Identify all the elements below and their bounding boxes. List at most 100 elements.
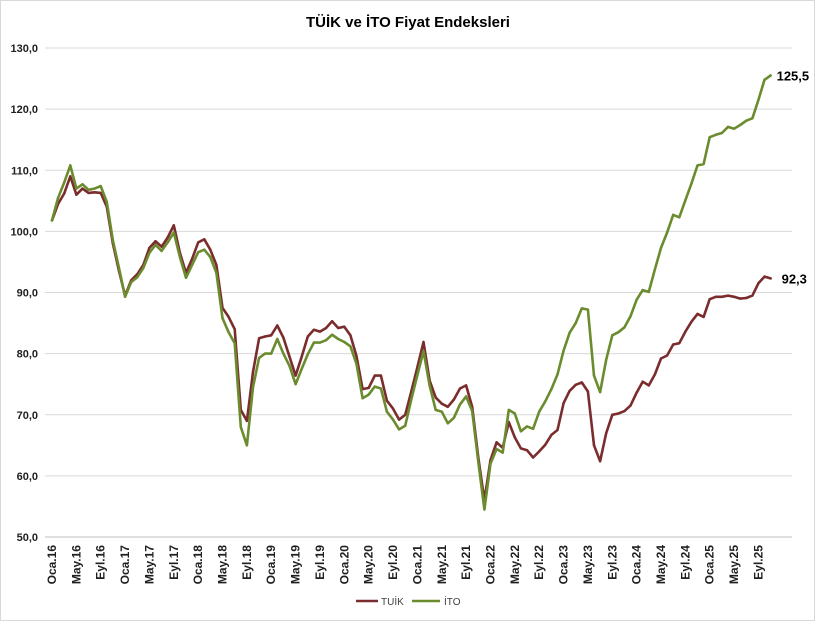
data-point-ito xyxy=(525,425,529,428)
data-point-ito xyxy=(367,393,370,396)
data-point-tuik xyxy=(227,315,230,319)
data-point-tuik xyxy=(172,224,175,227)
data-point-ito xyxy=(464,395,468,398)
data-point-tuik xyxy=(586,390,590,393)
data-point-ito xyxy=(87,188,90,191)
data-point-ito xyxy=(93,187,96,190)
x-tick-label: May.19 xyxy=(289,545,303,584)
data-point-ito xyxy=(659,246,663,250)
end-labels: 92,3 125,5 xyxy=(777,69,810,287)
x-tick-label: Eyl.25 xyxy=(751,545,765,580)
data-point-tuik xyxy=(495,441,498,444)
data-point-ito xyxy=(544,400,547,403)
data-point-tuik xyxy=(690,320,693,323)
data-point-tuik xyxy=(404,413,407,416)
data-point-tuik xyxy=(81,187,84,190)
data-point-ito xyxy=(531,427,535,430)
data-point-ito xyxy=(69,164,72,167)
data-point-ito xyxy=(458,403,462,406)
data-point-ito xyxy=(507,408,510,412)
data-point-ito xyxy=(550,387,553,391)
x-tick-label: Eyl.17 xyxy=(167,545,181,580)
data-point-ito xyxy=(154,243,157,246)
data-point-tuik xyxy=(544,443,547,446)
data-point-ito xyxy=(343,340,346,344)
data-point-tuik xyxy=(148,246,151,250)
x-tick-label: Oca.24 xyxy=(630,545,644,585)
data-point-ito xyxy=(178,255,182,259)
data-point-tuik xyxy=(714,295,717,298)
end-label-tuik: 92,3 xyxy=(782,271,807,286)
data-point-tuik xyxy=(318,330,322,333)
data-point-ito xyxy=(708,136,711,139)
x-tick-label: May.20 xyxy=(362,545,376,584)
x-tick-label: Eyl.22 xyxy=(532,545,546,580)
data-point-ito xyxy=(361,397,364,400)
data-point-tuik xyxy=(672,343,675,346)
data-point-tuik xyxy=(659,357,663,360)
data-point-tuik xyxy=(306,335,309,338)
data-point-ito xyxy=(337,337,340,341)
data-point-tuik xyxy=(93,191,96,194)
data-point-ito xyxy=(197,251,200,254)
data-point-ito xyxy=(720,131,724,135)
data-point-tuik xyxy=(519,447,523,450)
data-point-ito xyxy=(306,353,309,356)
data-point-ito xyxy=(592,374,596,377)
data-point-ito xyxy=(276,337,279,341)
data-point-ito xyxy=(586,308,590,311)
y-tick-label: 110,0 xyxy=(11,165,38,177)
legend-label-ito: İTO xyxy=(444,595,461,608)
y-tick-label: 80,0 xyxy=(17,349,38,361)
data-point-tuik xyxy=(190,257,194,261)
data-points-ito xyxy=(50,74,772,511)
data-point-tuik xyxy=(665,354,669,357)
data-point-tuik xyxy=(300,355,303,358)
data-point-tuik xyxy=(592,444,596,447)
x-tick-label: May.17 xyxy=(142,545,156,584)
data-point-tuik xyxy=(623,409,626,413)
data-point-tuik xyxy=(684,330,687,333)
data-point-ito xyxy=(641,288,644,292)
data-point-ito xyxy=(251,386,255,389)
data-point-tuik xyxy=(276,324,279,327)
x-tick-label: Oca.22 xyxy=(484,545,498,585)
data-point-ito xyxy=(471,409,474,413)
data-point-tuik xyxy=(641,380,644,383)
data-point-tuik xyxy=(605,431,608,435)
data-point-ito xyxy=(702,162,705,166)
data-point-tuik xyxy=(288,355,291,358)
data-point-tuik xyxy=(751,294,754,297)
data-point-tuik xyxy=(397,418,401,421)
data-point-tuik xyxy=(263,335,267,338)
y-tick-label: 50,0 xyxy=(17,532,38,544)
data-point-ito xyxy=(160,249,163,253)
data-point-ito xyxy=(665,231,669,234)
data-point-ito xyxy=(270,352,273,355)
legend-label-tuik: TUİK xyxy=(381,595,404,608)
data-point-ito xyxy=(166,241,169,244)
data-point-ito xyxy=(215,271,218,275)
data-point-ito xyxy=(81,183,84,186)
data-point-ito xyxy=(62,181,66,184)
data-point-ito xyxy=(99,184,102,188)
data-point-ito xyxy=(568,331,571,334)
data-point-ito xyxy=(477,460,480,463)
data-point-ito xyxy=(282,352,285,355)
data-point-tuik xyxy=(562,401,565,405)
data-point-tuik xyxy=(538,450,541,453)
data-point-ito xyxy=(483,508,486,511)
data-point-tuik xyxy=(647,384,650,387)
data-point-ito xyxy=(428,384,431,387)
data-point-ito xyxy=(574,321,577,325)
data-points-tuik xyxy=(50,175,772,502)
data-point-ito xyxy=(598,390,602,394)
data-point-tuik xyxy=(678,342,681,345)
data-point-ito xyxy=(130,280,133,284)
data-point-tuik xyxy=(349,334,352,337)
data-point-ito xyxy=(190,263,194,267)
chart-title: TÜİK ve İTO Fiyat Endeksleri xyxy=(306,14,510,31)
data-point-ito xyxy=(117,266,121,270)
data-point-tuik xyxy=(166,236,169,239)
y-tick-label: 60,0 xyxy=(17,471,38,483)
